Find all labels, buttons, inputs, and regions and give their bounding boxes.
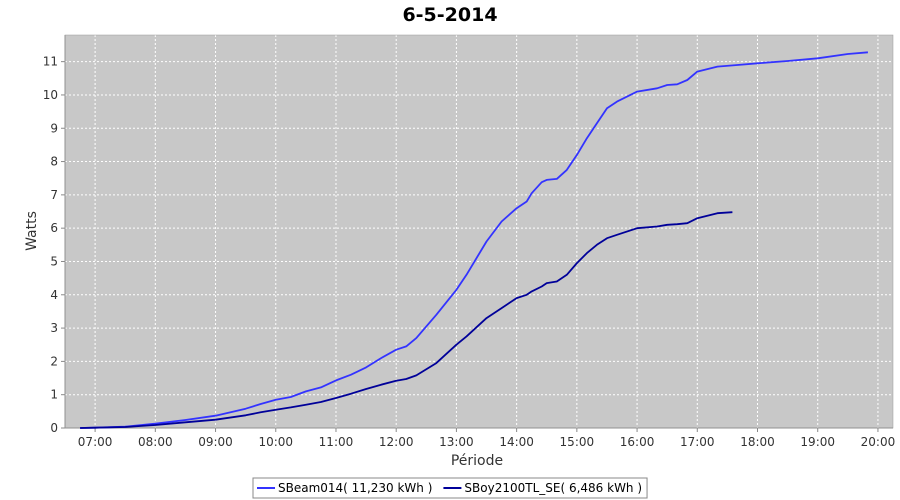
x-tick-label: 14:00 xyxy=(499,435,534,449)
x-tick-label: 07:00 xyxy=(78,435,113,449)
x-tick-label: 08:00 xyxy=(138,435,173,449)
x-tick-label: 18:00 xyxy=(740,435,775,449)
y-tick-label: 5 xyxy=(50,254,58,268)
x-tick-label: 12:00 xyxy=(379,435,414,449)
x-tick-label: 17:00 xyxy=(680,435,715,449)
plot-area xyxy=(65,35,893,428)
y-axis-label: Watts xyxy=(24,211,40,251)
legend-item: SBeam014( 11,230 kWh ) xyxy=(257,481,432,495)
legend-item: SBoy2100TL_SE( 6,486 kWh ) xyxy=(443,481,642,495)
legend-label: SBoy2100TL_SE( 6,486 kWh ) xyxy=(464,481,642,495)
x-tick-label: 13:00 xyxy=(439,435,474,449)
axes: 0 1 2 3 4 5 6 7 8 9 10 11 07:00 08:00 09:00 10:00 11:00 1… xyxy=(43,34,896,449)
legend-label: SBeam014( 11,230 kWh ) xyxy=(278,481,432,495)
grid xyxy=(65,35,893,428)
x-tick-label: 11:00 xyxy=(319,435,354,449)
y-tick-label: 1 xyxy=(50,388,58,402)
y-tick-label: 3 xyxy=(50,321,58,335)
x-tick-label: 10:00 xyxy=(258,435,293,449)
x-tick-label: 15:00 xyxy=(560,435,595,449)
y-tick-label: 4 xyxy=(50,288,58,302)
x-tick-label: 09:00 xyxy=(198,435,233,449)
x-tick-label: 16:00 xyxy=(620,435,655,449)
x-tick-label: 20:00 xyxy=(861,435,896,449)
y-tick-label: 2 xyxy=(50,354,58,368)
y-tick-label: 6 xyxy=(50,221,58,235)
legend: SBeam014( 11,230 kWh ) SBoy2100TL_SE( 6,4… xyxy=(252,477,648,499)
y-tick-label: 8 xyxy=(50,155,58,169)
series-line-2 xyxy=(80,211,733,429)
y-tick-label: 11 xyxy=(43,55,58,69)
y-tick-label: 7 xyxy=(50,188,58,202)
series-lines xyxy=(80,51,868,429)
series-line-1 xyxy=(80,51,868,429)
chart-title: 6-5-2014 xyxy=(402,4,497,26)
y-tick-label: 0 xyxy=(50,421,58,435)
y-tick-label: 10 xyxy=(43,88,58,102)
plot-border xyxy=(64,34,894,429)
y-tick-label: 9 xyxy=(50,121,58,135)
x-axis-label: Période xyxy=(451,453,503,469)
x-tick-label: 19:00 xyxy=(800,435,835,449)
